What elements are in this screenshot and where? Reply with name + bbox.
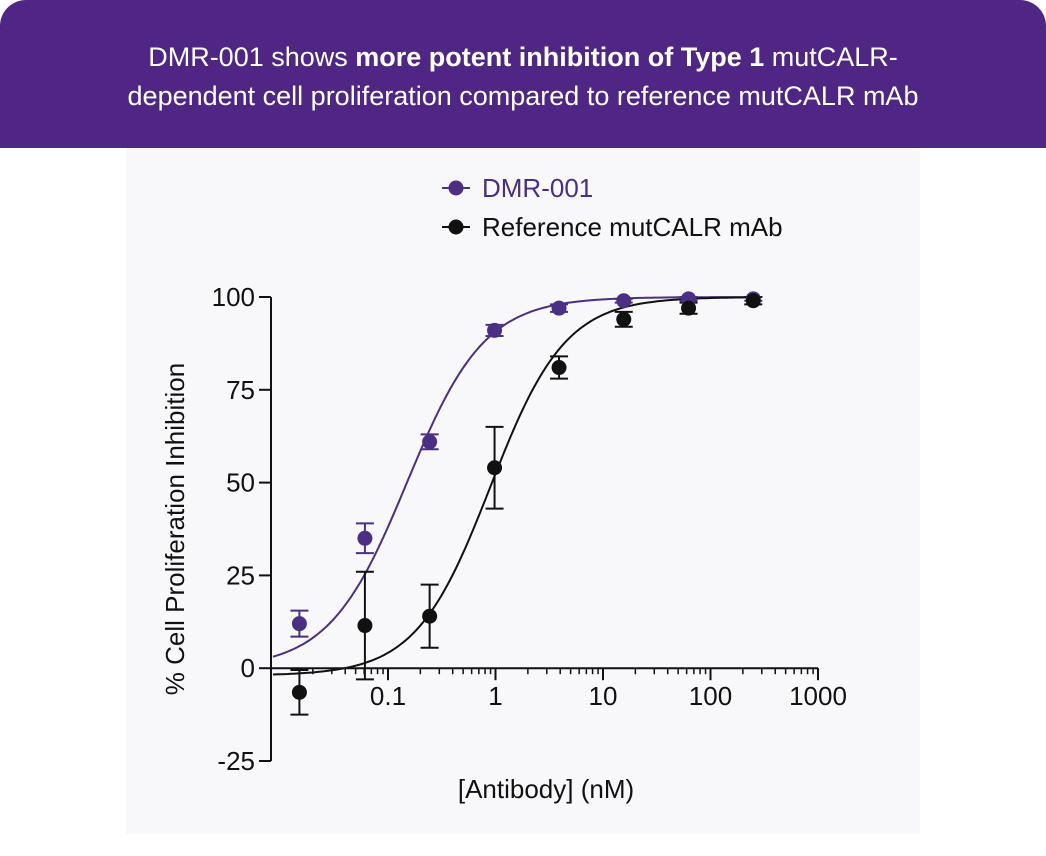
dmr001-data-point (357, 530, 373, 546)
data-points (291, 291, 761, 700)
reference-data-point (551, 360, 567, 376)
y-tick-label--25: -25 (217, 746, 255, 776)
x-tick-label-10: 10 (589, 681, 618, 711)
dmr001-data-point (551, 300, 567, 316)
reference-data-point (681, 300, 697, 316)
title-banner: DMR-001 shows more potent inhibition of … (0, 0, 1046, 148)
x-tick-label-100: 100 (689, 681, 732, 711)
reference-data-point (745, 293, 761, 309)
x-axis-title: [Antibody] (nM) (458, 774, 634, 804)
chart-panel: -25 0 25 50 75 100 0.1 1 10 100 1000 [Antibody] (nM… (126, 148, 920, 834)
dmr001-data-point (616, 293, 632, 309)
x-tick-label-1000: 1000 (789, 681, 847, 711)
x-tick-label-1: 1 (488, 681, 502, 711)
reference-fit-curve (272, 296, 754, 676)
y-axis-title: % Cell Proliferation Inhibition (160, 363, 190, 695)
title-text-post: mutCALR- (764, 42, 898, 72)
dmr001-legend-label: DMR-001 (482, 173, 593, 203)
error-bars (290, 296, 763, 716)
y-tick-label-100: 100 (212, 282, 255, 312)
reference-data-point (291, 684, 307, 700)
reference-legend-marker (448, 219, 464, 235)
dmr001-data-point (291, 616, 307, 632)
dmr001-legend-marker (448, 180, 464, 196)
dmr001-fit-curve (272, 296, 754, 658)
dmr001-data-point (422, 434, 438, 450)
title-line-1: DMR-001 shows more potent inhibition of … (0, 38, 1046, 77)
reference-data-point (616, 311, 632, 327)
fit-curves (272, 296, 754, 676)
y-tick-label-25: 25 (226, 560, 255, 590)
reference-legend-label: Reference mutCALR mAb (482, 212, 783, 242)
legend: DMR-001 Reference mutCALR mAb (442, 173, 783, 242)
x-tick-label-0-1: 0.1 (370, 681, 406, 711)
y-tick-label-75: 75 (226, 375, 255, 405)
reference-data-point (422, 608, 438, 624)
y-tick-label-0: 0 (241, 653, 255, 683)
title-line-2: dependent cell proliferation compared to… (127, 81, 919, 111)
dose-response-chart: -25 0 25 50 75 100 0.1 1 10 100 1000 [Antibody] (nM… (160, 173, 847, 804)
dmr001-data-point (487, 322, 503, 338)
y-tick-label-50: 50 (226, 468, 255, 498)
title-text-pre: DMR-001 shows (148, 42, 356, 72)
title-text-bold: more potent inhibition of Type 1 (355, 42, 765, 72)
reference-data-point (487, 460, 503, 476)
reference-data-point (357, 618, 373, 634)
axes: -25 0 25 50 75 100 0.1 1 10 100 1000 [Antibody] (nM… (160, 282, 847, 804)
